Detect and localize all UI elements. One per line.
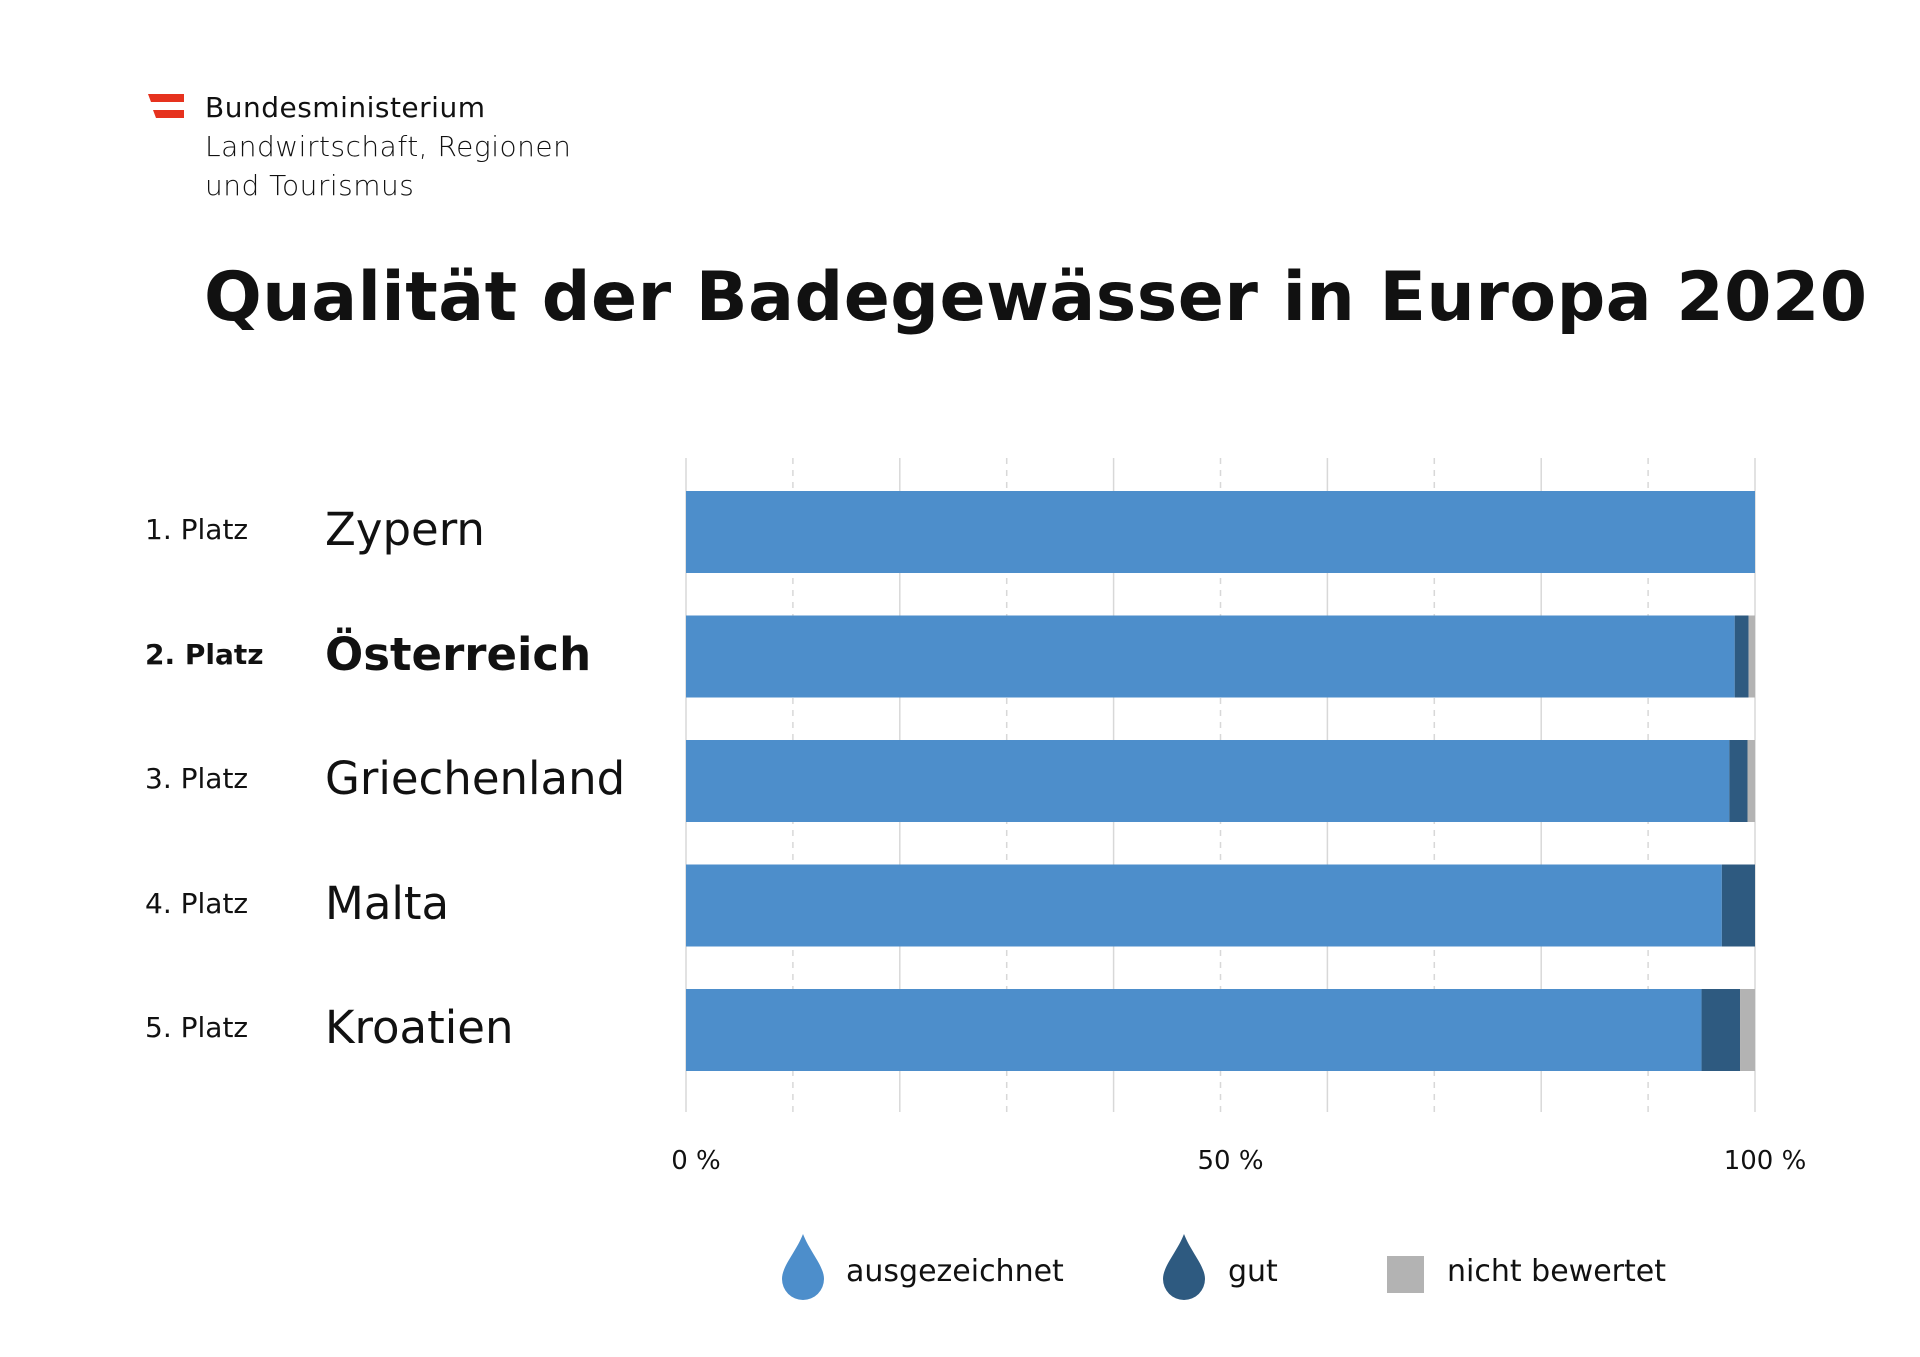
x-tick-label: 50 %	[1197, 1146, 1264, 1176]
bar-gut-1	[1734, 615, 1749, 698]
bar-gut-4	[1701, 989, 1741, 1071]
austria-flag-icon	[148, 94, 184, 118]
bar-gut-3	[1721, 864, 1755, 947]
bar-ausgezeichnet-3	[686, 864, 1722, 947]
rank-label: 4. Platz	[145, 886, 249, 920]
legend-label-not-rated: nicht bewertet	[1447, 1254, 1666, 1289]
country-label: Malta	[325, 876, 450, 930]
country-label: Zypern	[325, 503, 485, 556]
drop-excellent-icon	[782, 1234, 824, 1300]
rank-label: 2. Platz	[145, 637, 264, 671]
legend-label-good: gut	[1228, 1254, 1278, 1289]
bar-ausgezeichnet-1	[686, 615, 1735, 698]
logo-line-2: Landwirtschaft, Regionen	[205, 130, 572, 163]
bar-ausgezeichnet-4	[686, 989, 1702, 1071]
bar-nicht-bewertet-1	[1748, 615, 1755, 698]
logo-line-1: Bundesministerium	[205, 91, 486, 124]
legend-swatch-not-rated	[1387, 1256, 1424, 1293]
country-label: Kroatien	[325, 1001, 514, 1054]
x-tick-label: 100 %	[1723, 1146, 1807, 1176]
bar-nicht-bewertet-4	[1740, 989, 1755, 1071]
legend-label-excellent: ausgezeichnet	[846, 1254, 1064, 1289]
rank-label: 5. Platz	[145, 1011, 249, 1044]
bar-gut-2	[1729, 740, 1748, 822]
rank-label: 1. Platz	[145, 513, 249, 546]
country-label: Österreich	[325, 627, 592, 681]
bar-ausgezeichnet-0	[686, 491, 1755, 573]
rank-label: 3. Platz	[145, 762, 249, 795]
logo-line-3: und Tourismus	[205, 169, 415, 202]
bar-nicht-bewertet-2	[1747, 740, 1755, 822]
drop-good-icon	[1163, 1234, 1205, 1300]
x-tick-label: 0 %	[671, 1146, 721, 1176]
chart-title: Qualität der Badegewässer in Europa 2020	[204, 258, 1868, 337]
country-label: Griechenland	[325, 752, 626, 805]
bar-ausgezeichnet-2	[686, 740, 1730, 822]
